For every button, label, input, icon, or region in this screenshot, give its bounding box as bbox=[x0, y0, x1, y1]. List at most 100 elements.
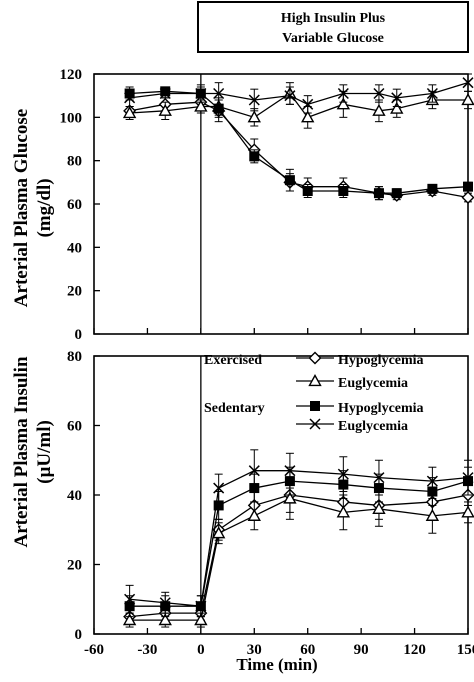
insulin-sedentary-euglycemia-point-2-stroke-2 bbox=[195, 600, 207, 612]
insulin-sedentary-euglycemia-series bbox=[124, 449, 474, 618]
glucose-sedentary-euglycemia-point-10 bbox=[426, 87, 438, 100]
glucose-sedentary-euglycemia-point-11-stroke-2 bbox=[462, 77, 474, 89]
glucose-exercised-hypoglycemia-point-11 bbox=[461, 191, 474, 204]
insulin-exercised-euglycemia-point-9 bbox=[461, 505, 474, 518]
glucose-sedentary-euglycemia-point-4 bbox=[248, 94, 260, 106]
glucose-sedentary-hypoglycemia-line bbox=[129, 90, 469, 194]
insulin-sedentary-euglycemia-point-3 bbox=[213, 482, 225, 494]
legend-marker-3-stroke-2 bbox=[309, 418, 321, 430]
legend-entry-sedentary-hypoglycemia: Hypoglycemia bbox=[296, 401, 424, 416]
legend-label-exercised-hypoglycemia: Hypoglycemia bbox=[338, 353, 424, 368]
glucose-exercised-euglycemia-line bbox=[129, 92, 468, 119]
insulin-plot-frame bbox=[93, 355, 469, 635]
glucose-sedentary-euglycemia-point-7 bbox=[337, 87, 349, 100]
insulin-exercised-hypoglycemia-line bbox=[129, 494, 469, 618]
insulin-panel: 0 20 40 60 80 -60 -30 0 30 60 90 120 150 bbox=[67, 349, 474, 658]
insulin-exercised-euglycemia-line bbox=[129, 497, 469, 621]
insulin-exercised-euglycemia-point-2 bbox=[194, 613, 208, 626]
insulin-sedentary-euglycemia-point-8-stroke-2 bbox=[426, 475, 438, 487]
insulin-exercised-euglycemia-point-4 bbox=[247, 508, 261, 521]
insulin-ytick-label-60: 60 bbox=[67, 419, 82, 435]
glucose-exercised-euglycemia-point-0 bbox=[122, 106, 137, 119]
glucose-sedentary-euglycemia-point-7-stroke-2 bbox=[337, 87, 349, 100]
insulin-sedentary-euglycemia-point-0-stroke-2 bbox=[124, 593, 136, 605]
header-box: High Insulin Plus Variable Glucose bbox=[197, 1, 469, 53]
glucose-sedentary-euglycemia-point-2-stroke-2 bbox=[195, 87, 207, 100]
glucose-sedentary-euglycemia-point-9 bbox=[391, 92, 403, 104]
glucose-sedentary-euglycemia-point-6-stroke-2 bbox=[302, 98, 314, 110]
legend-entry-sedentary-euglycemia: Euglycemia bbox=[296, 418, 408, 434]
x-axis-label: Time (min) bbox=[236, 655, 317, 674]
insulin-sedentary-euglycemia-point-9-stroke-2 bbox=[462, 472, 474, 484]
glucose-sedentary-euglycemia-point-1 bbox=[159, 87, 171, 100]
glucose-sedentary-euglycemia-point-3 bbox=[213, 87, 225, 100]
glucose-exercised-hypoglycemia-line bbox=[129, 101, 469, 199]
glucose-sedentary-euglycemia-point-3-stroke-2 bbox=[213, 87, 225, 100]
glucose-exercised-euglycemia-series bbox=[122, 82, 474, 129]
insulin-exercised-hypoglycemia-series bbox=[123, 477, 474, 625]
glucose-sedentary-hypoglycemia-point-9 bbox=[391, 188, 402, 199]
insulin-xtick-label-1: -30 bbox=[137, 642, 157, 658]
glucose-ylabel-line-1: Arterial Plasma Glucose bbox=[11, 109, 32, 307]
insulin-xtick-label-4: 60 bbox=[300, 642, 315, 658]
glucose-sedentary-hypoglycemia-point-11 bbox=[463, 181, 473, 192]
glucose-ytick-label-80: 80 bbox=[67, 154, 82, 170]
glucose-sedentary-euglycemia-point-4-stroke-2 bbox=[248, 94, 260, 106]
glucose-sedentary-euglycemia-line bbox=[129, 82, 469, 106]
glucose-exercised-euglycemia-point-6 bbox=[301, 110, 315, 123]
glucose-sedentary-hypoglycemia-point-6 bbox=[302, 186, 313, 196]
insulin-ylabel-line-2: (µU/ml) bbox=[34, 420, 55, 484]
insulin-sedentary-euglycemia-point-7-stroke-2 bbox=[373, 472, 385, 484]
glucose-sedentary-euglycemia-point-6 bbox=[302, 98, 314, 110]
legend: Exercised Sedentary Hypoglycemia Euglyce… bbox=[204, 351, 424, 434]
insulin-sedentary-euglycemia-point-5 bbox=[284, 465, 296, 477]
legend-entry-exercised-euglycemia: Euglycemia bbox=[296, 374, 408, 391]
insulin-sedentary-euglycemia-point-3-stroke-2 bbox=[213, 482, 225, 494]
glucose-sedentary-euglycemia-point-0 bbox=[124, 92, 136, 104]
glucose-exercised-euglycemia-point-1 bbox=[158, 103, 172, 116]
insulin-exercised-euglycemia-series bbox=[122, 477, 474, 628]
glucose-sedentary-hypoglycemia-point-4 bbox=[249, 151, 260, 162]
glucose-sedentary-hypoglycemia-point-8 bbox=[373, 188, 384, 199]
glucose-ytick-label-20: 20 bbox=[67, 284, 82, 300]
insulin-xtick-label-6: 120 bbox=[403, 642, 426, 658]
insulin-xtick-label-0: -60 bbox=[84, 642, 104, 658]
insulin-exercised-euglycemia-point-7 bbox=[372, 501, 386, 514]
insulin-sedentary-euglycemia-point-1 bbox=[159, 597, 171, 609]
insulin-sedentary-hypoglycemia-series bbox=[124, 466, 473, 618]
glucose-ytick-label-120: 120 bbox=[60, 67, 83, 83]
glucose-ylabel-line-2: (mg/dl) bbox=[34, 178, 55, 237]
insulin-exercised-euglycemia-point-5 bbox=[283, 491, 297, 504]
glucose-sedentary-euglycemia-point-1-stroke-2 bbox=[159, 87, 171, 100]
legend-label-sedentary-euglycemia: Euglycemia bbox=[338, 419, 408, 434]
glucose-sedentary-euglycemia-series bbox=[124, 73, 474, 114]
glucose-sedentary-euglycemia-point-5 bbox=[284, 90, 296, 102]
glucose-exercised-euglycemia-point-8 bbox=[372, 103, 386, 116]
insulin-ytick-label-40: 40 bbox=[67, 488, 82, 504]
insulin-sedentary-euglycemia-point-6 bbox=[337, 468, 349, 480]
insulin-exercised-euglycemia-point-6 bbox=[336, 505, 351, 518]
insulin-ylabel-line-1: Arterial Plasma Insulin bbox=[11, 356, 32, 547]
glucose-exercised-euglycemia-point-4 bbox=[247, 110, 261, 123]
insulin-sedentary-hypoglycemia-line bbox=[129, 480, 469, 607]
insulin-sedentary-euglycemia-point-1-stroke-2 bbox=[159, 597, 171, 609]
legend-label-sedentary-hypoglycemia: Hypoglycemia bbox=[338, 401, 424, 416]
glucose-ytick-label-0: 0 bbox=[75, 327, 83, 343]
glucose-sedentary-euglycemia-point-8 bbox=[373, 87, 385, 100]
legend-marker-2 bbox=[310, 401, 320, 411]
glucose-exercised-euglycemia-point-2 bbox=[194, 99, 208, 112]
insulin-exercised-euglycemia-point-3 bbox=[211, 526, 226, 539]
legend-marker-1 bbox=[308, 374, 322, 387]
insulin-sedentary-euglycemia-point-4 bbox=[248, 465, 260, 477]
glucose-panel: 0 20 40 60 80 100 120 bbox=[60, 67, 474, 343]
insulin-exercised-euglycemia-point-0 bbox=[122, 613, 137, 626]
legend-group-exercised: Exercised bbox=[204, 353, 262, 368]
legend-entry-exercised-hypoglycemia: Hypoglycemia bbox=[296, 351, 424, 368]
y-axis-labels: Arterial Plasma Glucose (mg/dl) Arterial… bbox=[11, 109, 55, 548]
glucose-sedentary-euglycemia-point-5-stroke-2 bbox=[284, 90, 296, 102]
legend-group-sedentary: Sedentary bbox=[204, 401, 265, 416]
insulin-ytick-label-20: 20 bbox=[67, 558, 82, 574]
insulin-sedentary-euglycemia-point-6-stroke-2 bbox=[337, 468, 349, 480]
glucose-exercised-euglycemia-point-7 bbox=[336, 97, 351, 110]
